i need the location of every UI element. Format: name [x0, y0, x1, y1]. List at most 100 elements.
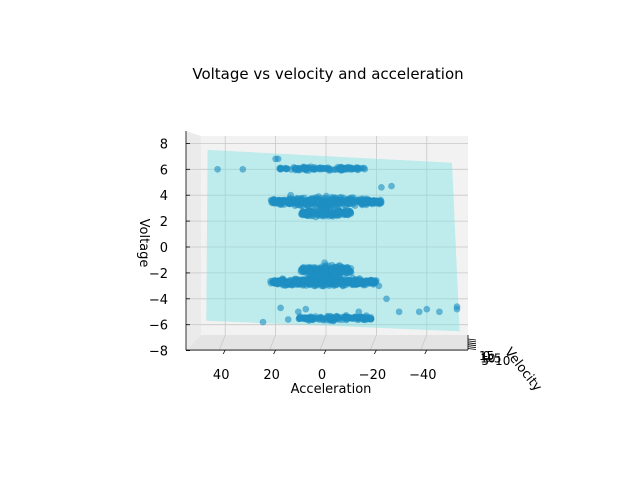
back-pane — [201, 136, 468, 335]
scatter-point — [259, 318, 267, 326]
floor-pane — [186, 335, 468, 350]
scatter-point — [297, 314, 305, 322]
scatter-point — [297, 166, 305, 173]
scatter-point — [375, 282, 383, 290]
z-axis-ticks: 8 6 4 2 0 −2 −4 −6 −8 — [149, 137, 190, 360]
scatter-point — [343, 209, 351, 217]
scatter-point — [239, 165, 247, 173]
scatter-point — [322, 272, 330, 280]
scatter-point — [287, 191, 295, 199]
scatter-point — [355, 308, 363, 316]
scatter-point — [294, 198, 302, 206]
y-tick-mark — [467, 348, 477, 350]
scatter-point — [311, 280, 319, 288]
x-floor-grid-line — [319, 334, 327, 351]
scatter-point — [361, 200, 369, 208]
scatter-point — [453, 305, 461, 313]
y-tick-label: 5 — [481, 354, 489, 368]
scatter-point — [321, 259, 328, 267]
z-tick-label: 4 — [160, 189, 168, 204]
scatter-point — [294, 308, 302, 316]
y-tick-mark — [467, 344, 477, 347]
regression-plane — [206, 149, 460, 332]
scatter-point — [349, 314, 357, 322]
scatter-point — [334, 207, 342, 215]
x-tick-mark — [323, 349, 327, 355]
scatter-point — [383, 295, 390, 303]
x-floor-grid-line — [370, 334, 377, 351]
scatter-point — [302, 305, 310, 313]
x-axis-ticks: 40 20 0 −20 −40 — [213, 349, 437, 383]
x-tick-label: 0 — [318, 368, 326, 383]
scatter-point — [312, 315, 320, 322]
x-tick-label: −20 — [359, 368, 386, 383]
scatter-point — [362, 312, 370, 319]
scatter-point — [355, 276, 363, 283]
x-floor-grid-line — [218, 334, 226, 351]
scatter-point — [314, 198, 321, 206]
scatter-point — [277, 304, 284, 312]
z-tick-label: 0 — [160, 241, 168, 256]
z-tick-label: 8 — [160, 137, 168, 152]
scatter-point — [304, 277, 312, 285]
z-tick-label: −8 — [149, 345, 168, 360]
scatter-point — [274, 277, 282, 285]
x-floor-grid-line — [269, 334, 276, 351]
scatter-point — [302, 314, 310, 322]
chart-title: Voltage vs velocity and acceleration — [192, 65, 463, 83]
z-tick-label: 2 — [160, 215, 168, 230]
left-pane — [186, 131, 201, 350]
plane-surface — [206, 149, 460, 332]
scatter-point — [321, 194, 329, 202]
z-tick-label: −2 — [149, 267, 168, 282]
x-tick-mark — [273, 349, 276, 355]
z-tick-label: −4 — [149, 293, 168, 308]
scatter-point — [435, 308, 443, 316]
scatter-point — [278, 275, 286, 282]
x-tick-label: 20 — [263, 368, 280, 383]
scatter-point — [297, 268, 305, 276]
plot-area — [185, 131, 469, 352]
scatter-point — [290, 163, 298, 171]
x-tick-label: −40 — [409, 368, 436, 383]
y-tick-mark — [467, 338, 477, 341]
scatter-point — [312, 265, 320, 273]
scatter-point — [304, 208, 312, 216]
scatter-point — [329, 314, 336, 322]
scatter-point — [300, 194, 308, 202]
scatter-point — [214, 165, 221, 173]
y-tick-label: 10 — [480, 352, 495, 366]
scatter-point — [278, 165, 285, 173]
x-floor-grid-line — [420, 334, 428, 351]
scatter-point — [282, 198, 290, 206]
scatter-point — [283, 165, 291, 172]
scatter-point — [315, 165, 323, 173]
scatter-point — [344, 265, 351, 272]
data-points — [214, 155, 461, 326]
scatter-point — [369, 198, 377, 206]
scatter-point — [348, 196, 356, 204]
x-tick-mark — [424, 349, 428, 355]
scatter-point — [347, 164, 355, 172]
scatter-point — [423, 305, 431, 313]
scatter-point — [316, 206, 324, 214]
y-tick-label: −5 — [484, 352, 502, 366]
y-tick-label: 15 — [479, 349, 494, 363]
x-axis-label: Acceleration — [291, 382, 372, 397]
scatter-point — [388, 182, 395, 190]
scatter-point — [319, 316, 327, 324]
z-axis-label: Voltage — [136, 219, 151, 268]
scatter-point — [323, 165, 331, 172]
z-tick-label: −6 — [149, 319, 168, 334]
y-tick-mark — [467, 342, 477, 345]
scatter-point — [368, 277, 376, 285]
scatter-point — [284, 316, 292, 323]
y-tick-mark — [467, 346, 477, 348]
scatter-point — [415, 308, 423, 316]
x-tick-label: 40 — [213, 368, 230, 383]
scatter-point — [325, 208, 333, 216]
y-tick-mark — [467, 340, 477, 343]
y-tick-label: 0 — [483, 349, 491, 363]
